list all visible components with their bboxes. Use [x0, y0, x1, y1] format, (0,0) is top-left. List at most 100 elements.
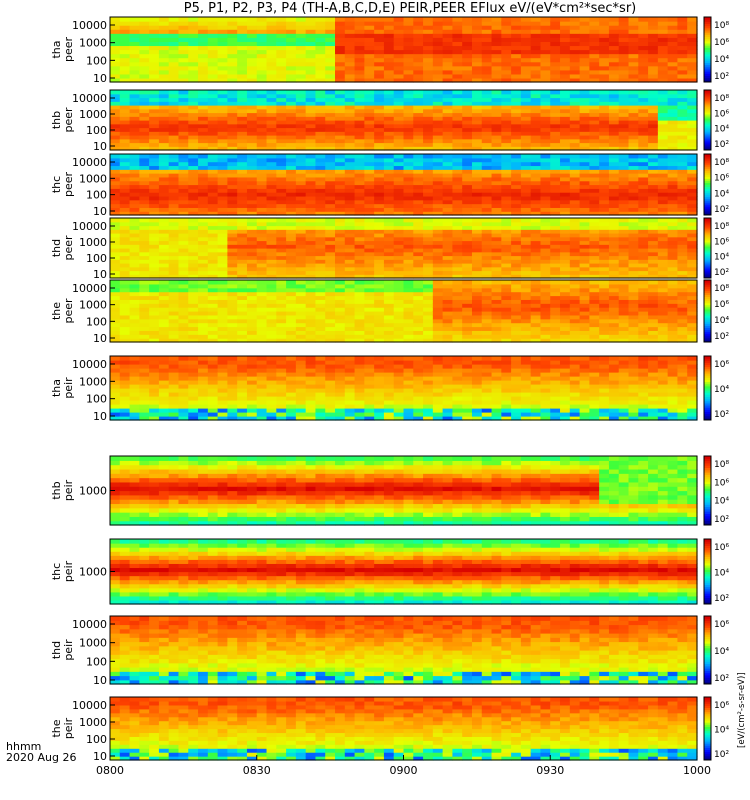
- heatmap-cell: [677, 334, 688, 339]
- heatmap-cell: [188, 188, 199, 193]
- heatmap-cell: [129, 108, 140, 114]
- heatmap-cell: [344, 21, 356, 26]
- heatmap-cell: [246, 77, 258, 83]
- heatmap-cell: [246, 314, 258, 320]
- heatmap-cell: [364, 142, 375, 147]
- heatmap-cell: [462, 90, 473, 95]
- heatmap-cell: [413, 211, 424, 216]
- heatmap-cell: [315, 203, 326, 208]
- heatmap-cell: [374, 73, 385, 79]
- heatmap-cell: [589, 266, 600, 272]
- heatmap-cell: [364, 207, 375, 212]
- heatmap-cell: [178, 322, 189, 328]
- heatmap-cell: [677, 165, 688, 170]
- heatmap-cell: [560, 299, 571, 304]
- heatmap-cell: [110, 176, 121, 182]
- heatmap-cell: [110, 93, 121, 99]
- heatmap-cell: [168, 330, 180, 335]
- heatmap-cell: [188, 93, 199, 99]
- heatmap-cell: [315, 131, 326, 136]
- heatmap-cell: [119, 165, 131, 170]
- heatmap-cell: [217, 53, 228, 59]
- colorbar-step: [704, 75, 711, 79]
- heatmap-cell: [687, 73, 698, 79]
- heatmap-cell: [374, 225, 385, 230]
- heatmap-cell: [188, 135, 199, 140]
- heatmap-cell: [520, 161, 532, 167]
- heatmap-cell: [276, 244, 287, 249]
- heatmap-cell: [256, 299, 268, 304]
- heatmap-cell: [295, 229, 307, 234]
- heatmap-cell: [227, 229, 238, 234]
- heatmap-cell: [687, 283, 698, 289]
- heatmap-cell: [335, 93, 346, 99]
- heatmap-cell: [276, 322, 287, 328]
- heatmap-cell: [481, 165, 493, 170]
- heatmap-cell: [638, 266, 649, 272]
- heatmap-cell: [286, 207, 297, 212]
- heatmap-cell: [667, 195, 679, 201]
- heatmap-cell: [628, 274, 639, 279]
- heatmap-cell: [315, 21, 326, 26]
- y-tick-label: 10000: [72, 220, 107, 233]
- heatmap-cell: [667, 165, 679, 170]
- heatmap-cell: [677, 240, 688, 245]
- heatmap-cell: [589, 318, 600, 324]
- heatmap-cell: [315, 263, 326, 268]
- heatmap-cell: [129, 73, 140, 79]
- heatmap-cell: [452, 338, 463, 343]
- heatmap-cell: [599, 303, 610, 308]
- heatmap-cell: [139, 45, 150, 51]
- heatmap-cell: [648, 266, 659, 272]
- colorbar-step: [704, 202, 711, 206]
- heatmap-cell: [560, 135, 571, 140]
- colorbar-step: [704, 148, 711, 151]
- heatmap-cell: [452, 65, 463, 71]
- heatmap-cell: [246, 311, 258, 316]
- heatmap-cell: [315, 135, 326, 140]
- heatmap-cell: [354, 188, 365, 193]
- heatmap-cell: [618, 225, 630, 230]
- heatmap-cell: [364, 274, 375, 279]
- heatmap-cell: [599, 17, 610, 22]
- heatmap-cell: [687, 142, 698, 147]
- heatmap-cell: [657, 161, 669, 167]
- heatmap-cell: [325, 65, 336, 71]
- heatmap-cell: [501, 25, 512, 30]
- heatmap-cell: [364, 280, 375, 285]
- heatmap-cell: [648, 123, 659, 129]
- heatmap-cell: [227, 127, 238, 132]
- heatmap-cell: [207, 77, 219, 83]
- heatmap-cell: [295, 188, 307, 193]
- heatmap-cell: [237, 37, 248, 42]
- heatmap-cell: [511, 41, 522, 47]
- heatmap-cell: [256, 29, 268, 34]
- heatmap-cell: [217, 195, 228, 201]
- heatmap-cell: [188, 280, 199, 285]
- heatmap-cell: [648, 287, 659, 293]
- heatmap-cell: [403, 236, 414, 242]
- heatmap-cell: [667, 45, 679, 51]
- heatmap-cell: [295, 211, 307, 216]
- heatmap-cell: [413, 108, 424, 114]
- heatmap-cell: [501, 255, 512, 260]
- heatmap-cell: [560, 120, 571, 125]
- heatmap-cell: [491, 318, 502, 324]
- heatmap-cell: [511, 135, 522, 140]
- heatmap-cell: [667, 120, 679, 125]
- heatmap-cell: [178, 303, 189, 308]
- colorbar-tick-label: 10⁶: [714, 109, 729, 119]
- heatmap-cell: [501, 180, 512, 186]
- heatmap-cell: [129, 322, 140, 328]
- heatmap-cell: [481, 45, 493, 51]
- heatmap-cell: [481, 192, 493, 197]
- heatmap-cell: [423, 283, 434, 289]
- heatmap-cell: [657, 69, 669, 75]
- heatmap-cell: [168, 192, 180, 197]
- heatmap-cell: [383, 338, 395, 343]
- heatmap-cell: [452, 263, 463, 268]
- heatmap-cell: [168, 280, 180, 285]
- heatmap-cell: [178, 41, 189, 47]
- heatmap-cell: [266, 131, 277, 136]
- heatmap-cell: [237, 161, 248, 167]
